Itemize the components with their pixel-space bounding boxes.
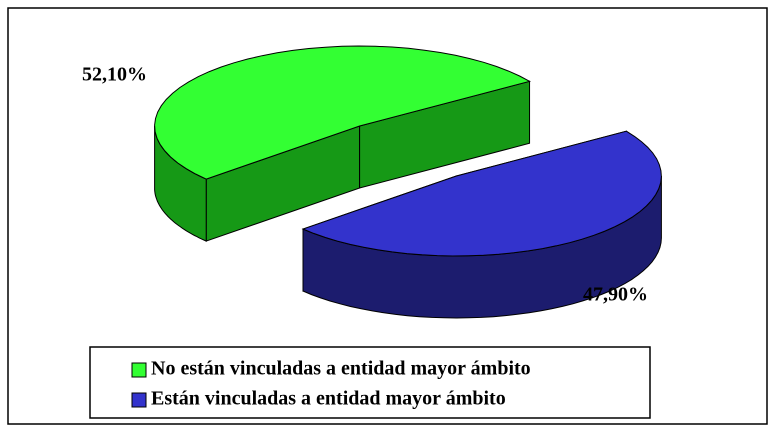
data-label: 52,10% (82, 64, 147, 86)
slice (301, 130, 662, 257)
data-label: 47,90% (583, 284, 648, 306)
slice (154, 45, 531, 180)
legend-swatch (131, 392, 147, 408)
legend-label: Están vinculadas a entidad mayor ámbito (151, 388, 506, 410)
legend-label: No están vinculadas a entidad mayor ámbi… (151, 358, 531, 380)
legend-box (89, 346, 651, 419)
legend-swatch (131, 362, 147, 378)
